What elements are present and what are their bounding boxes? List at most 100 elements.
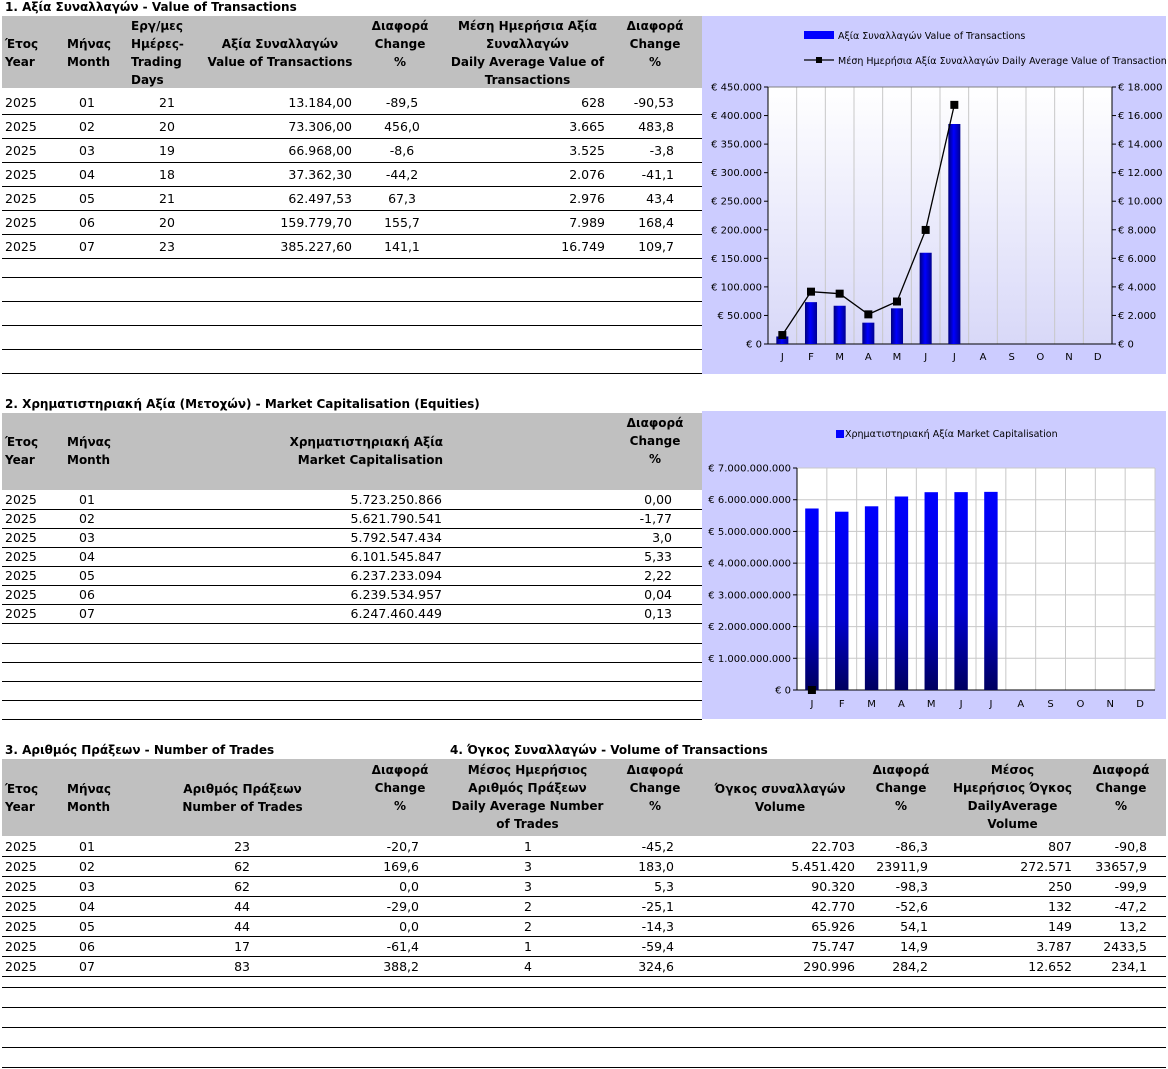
y-tick-label: € 350.000 [711,140,762,151]
cell-daily-average-volume: 3.787 [1036,939,1072,954]
cell-change: -44,2 [385,167,419,182]
x-tick-label: D [1136,699,1144,710]
cell-change: -8,6 [389,143,415,158]
header-year: Έτος Year [5,37,39,69]
line-marker [921,225,930,234]
header-year: Έτος Year [5,782,39,814]
x-tick-label: M [835,352,844,363]
cell-volume: 42.770 [811,899,855,914]
x-tick-label: A [898,699,905,710]
bar [804,302,818,344]
y-tick-label: € 6.000.000.000 [708,495,791,506]
cell-volume: 75.747 [811,939,855,954]
cell-month: 01 [79,492,95,507]
cell-daily-average-volume: 807 [1048,839,1072,854]
table-row: 2025 02 5.621.790.541 -1,77 [2,510,702,529]
cell-change: 2,22 [644,568,672,583]
cell-year: 2025 [5,167,37,182]
cell-change: 0,0 [399,919,419,934]
line-marker [778,331,787,340]
cell-daily-average-volume: 272.571 [1020,859,1072,874]
cell-market-cap: 5.723.250.866 [350,492,442,507]
bar [890,308,904,344]
x-tick-label: S [1047,699,1053,710]
cell-volume: 90.320 [811,879,855,894]
cell-trades: 83 [234,959,250,974]
table-row: 2025 02 20 73.306,00 456,0 3.665 483,8 [2,115,702,139]
cell-year: 2025 [5,530,37,545]
header-change-1: Διαφορά Change % [371,19,429,69]
cell-trades: 62 [234,879,250,894]
y-tick-label: € 5.000.000.000 [708,527,791,538]
cell-trades: 44 [234,899,250,914]
y-tick-label: € 400.000 [711,111,762,122]
cell-daily-average: 628 [581,95,605,110]
bar [894,496,909,690]
cell-year: 2025 [5,606,37,621]
legend-label-bar: Χρηματιστηριακή Αξία Market Capitalisati… [845,429,1058,440]
x-tick-label: J [952,352,956,363]
cell-trading-days: 23 [159,239,175,254]
cell-change-2: -41,1 [641,167,674,182]
bar [948,123,961,344]
cell-trades: 62 [234,859,250,874]
x-tick-label: A [1017,699,1024,710]
cell-year: 2025 [5,587,37,602]
x-tick-label: J [780,352,784,363]
cell-value: 13.184,00 [288,95,352,110]
cell-change-3: 54,1 [900,919,928,934]
cell-daily-average: 16.749 [561,239,605,254]
y-tick-label: € 300.000 [711,168,762,179]
x-tick-label: M [893,352,902,363]
cell-change: -1,77 [639,511,672,526]
cell-daily-average-volume: 250 [1048,879,1072,894]
y-tick-label: € 50.000 [717,311,762,322]
header-month: Μήνας Month [67,435,112,467]
header-month: Μήνας Month [67,782,112,814]
cell-change-2: 168,4 [638,215,674,230]
header-trading-days: Εργ/μες Ημέρες- Trading Days [131,19,184,87]
empty-row-divider [2,349,702,350]
cell-value: 37.362,30 [288,167,352,182]
cell-change: 0,0 [399,879,419,894]
origin-marker [807,686,816,694]
cell-month: 07 [79,959,95,974]
table-row: 2025 01 21 13.184,00 -89,5 628 -90,53 [2,91,702,115]
x-tick-label: J [809,699,813,710]
cell-change-4: -47,2 [1114,899,1147,914]
cell-change-4: 33657,9 [1095,859,1147,874]
bar [919,252,932,344]
empty-row-divider [2,277,702,278]
cell-year: 2025 [5,95,37,110]
cell-change-4: 13,2 [1119,919,1147,934]
bar [776,336,789,344]
header-change: Διαφορά Change % [626,416,684,466]
chart1-svg: € 0 € 50.000 € 100.000 € 150.000 € 200.000 € … [711,31,1166,363]
line-marker [950,100,959,109]
x-tick-label: F [808,352,814,363]
header-market-cap: Χρηματιστηριακή Αξία Market Capitalisati… [289,435,443,467]
cell-daily-average-volume: 149 [1048,919,1072,934]
cell-change: 456,0 [384,119,420,134]
cell-daily-average: 2.976 [569,191,605,206]
cell-month: 04 [79,549,95,564]
legend-swatch-bar [836,430,844,438]
cell-change-2: -14,3 [641,919,674,934]
y-tick-label: € 200.000 [711,225,762,236]
cell-market-cap: 6.101.545.847 [350,549,442,564]
cell-daily-average: 3.665 [569,119,605,134]
cell-market-cap: 5.621.790.541 [350,511,442,526]
cell-volume: 22.703 [811,839,855,854]
x-tick-label: M [927,699,936,710]
table-row: 2025 02 62 169,6 3 183,0 5.451.420 23911,9 272.5… [2,857,1166,877]
cell-market-cap: 5.792.547.434 [350,530,442,545]
line-marker [807,287,815,296]
table-row: 2025 01 5.723.250.866 0,00 [2,491,702,510]
y2-tick-label: € 4.000 [1118,282,1156,293]
cell-change-2: 43,4 [646,191,674,206]
table-row: 2025 06 17 -61,4 1 -59,4 75.747 14,9 3.787 2433,5 [2,937,1166,957]
table-row: 2025 03 5.792.547.434 3,0 [2,529,702,548]
x-tick-label: O [1076,699,1084,710]
cell-month: 04 [79,167,95,182]
cell-change-3: -98,3 [895,879,928,894]
